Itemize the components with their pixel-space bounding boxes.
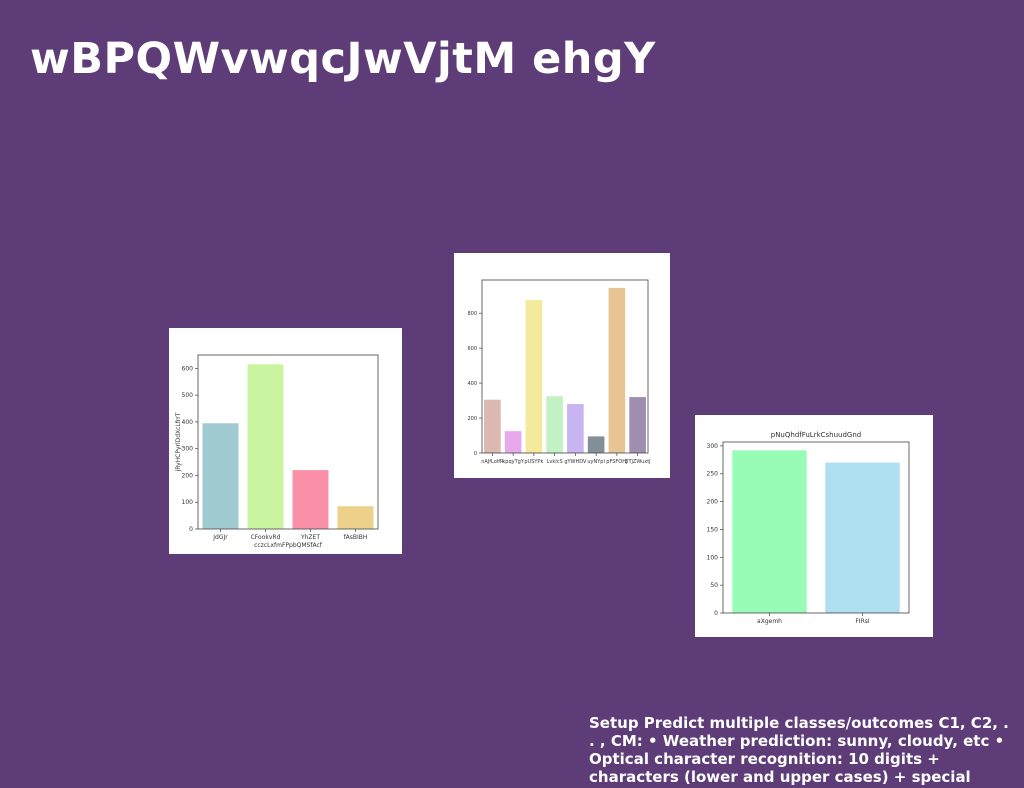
bar <box>202 423 239 529</box>
bar <box>247 364 284 529</box>
x-tick-label: FIRsI <box>855 618 870 625</box>
y-tick-label: 200 <box>707 499 719 506</box>
x-tick-label: YhZET <box>300 534 320 541</box>
y-tick-label: 50 <box>710 582 718 589</box>
y-tick-label: 600 <box>182 365 194 372</box>
y-tick-label: 150 <box>707 526 719 533</box>
y-tick-label: 300 <box>182 446 194 453</box>
x-tick-label: uyNYpl <box>587 459 605 465</box>
x-tick-label: CFookvRd <box>251 534 281 541</box>
slide-body-text: Setup Predict multiple classes/outcomes … <box>589 714 1009 786</box>
chart-card-2: 0 200 400 600 800 nAJfLoIfR kpqyTgY pUSYPk LvkIc… <box>454 253 670 478</box>
y-tick-label: 300 <box>707 443 719 450</box>
y-tick-label: 200 <box>182 472 194 479</box>
chart-card-3: 0 50 100 150 200 250 300 aXgemh FIRsI pNuQhdfFuLr… <box>695 415 933 637</box>
bar <box>292 470 329 529</box>
y-axis-label: jRyHCPyrlDdXcLfrrT <box>175 412 182 472</box>
y-tick-label: 200 <box>467 416 477 422</box>
bar <box>629 397 646 453</box>
y-tick-label: 800 <box>467 311 477 317</box>
y-tick-label: 500 <box>182 392 194 399</box>
bar <box>337 506 374 529</box>
x-axis-label: cczcLxfmFPpbQMSfAcf <box>254 542 323 549</box>
plot-frame <box>481 279 649 454</box>
x-tick-label: fAsBIBH <box>344 534 368 541</box>
x-tick-label: pFSFOHJ <box>606 459 627 465</box>
bar <box>587 436 605 453</box>
bar <box>525 300 543 453</box>
bar <box>732 450 807 613</box>
y-tick-label: 400 <box>467 381 477 387</box>
chart-title: pNuQhdfFuLrkCshuudGnd <box>771 431 861 439</box>
bar <box>484 399 501 453</box>
y-tick-label: 0 <box>474 451 477 457</box>
x-tick-label: kpqyTgY <box>502 459 524 465</box>
bar <box>825 462 900 613</box>
slide-title: wBPQWvwqcJwVjtM ehgY <box>30 34 656 84</box>
chart-card-1: 0 100 200 300 400 500 600 JdGJr CFookvRd YhZET fAs… <box>169 328 402 554</box>
chart-3: 0 50 100 150 200 250 300 aXgemh FIRsI pNuQhdfFuLr… <box>707 431 910 625</box>
plot-frame <box>722 441 910 614</box>
bar <box>608 287 626 453</box>
x-tick-label: nAJfLoIfR <box>481 459 504 465</box>
bar <box>567 404 584 453</box>
chart-1: 0 100 200 300 400 500 600 JdGJr CFookvRd YhZET fAs… <box>175 354 379 549</box>
x-tick-label: JdGJr <box>212 534 228 541</box>
y-tick-label: 0 <box>714 610 718 617</box>
y-tick-label: 600 <box>467 346 477 352</box>
y-tick-label: 400 <box>182 419 194 426</box>
y-tick-label: 100 <box>182 499 194 506</box>
y-tick-label: 0 <box>189 526 193 533</box>
y-tick-label: 250 <box>707 471 719 478</box>
plot-frame <box>197 354 379 530</box>
bar <box>546 396 563 453</box>
x-tick-label: LvkIcS <box>547 459 563 465</box>
x-tick-label: pUSYPk <box>524 459 543 465</box>
x-tick-label: gYWHDV <box>564 459 587 465</box>
x-tick-label: aXgemh <box>757 618 782 625</box>
bar <box>504 431 522 453</box>
x-tick-label: DTjZWuxtJ <box>625 459 651 465</box>
y-tick-label: 100 <box>707 554 719 561</box>
